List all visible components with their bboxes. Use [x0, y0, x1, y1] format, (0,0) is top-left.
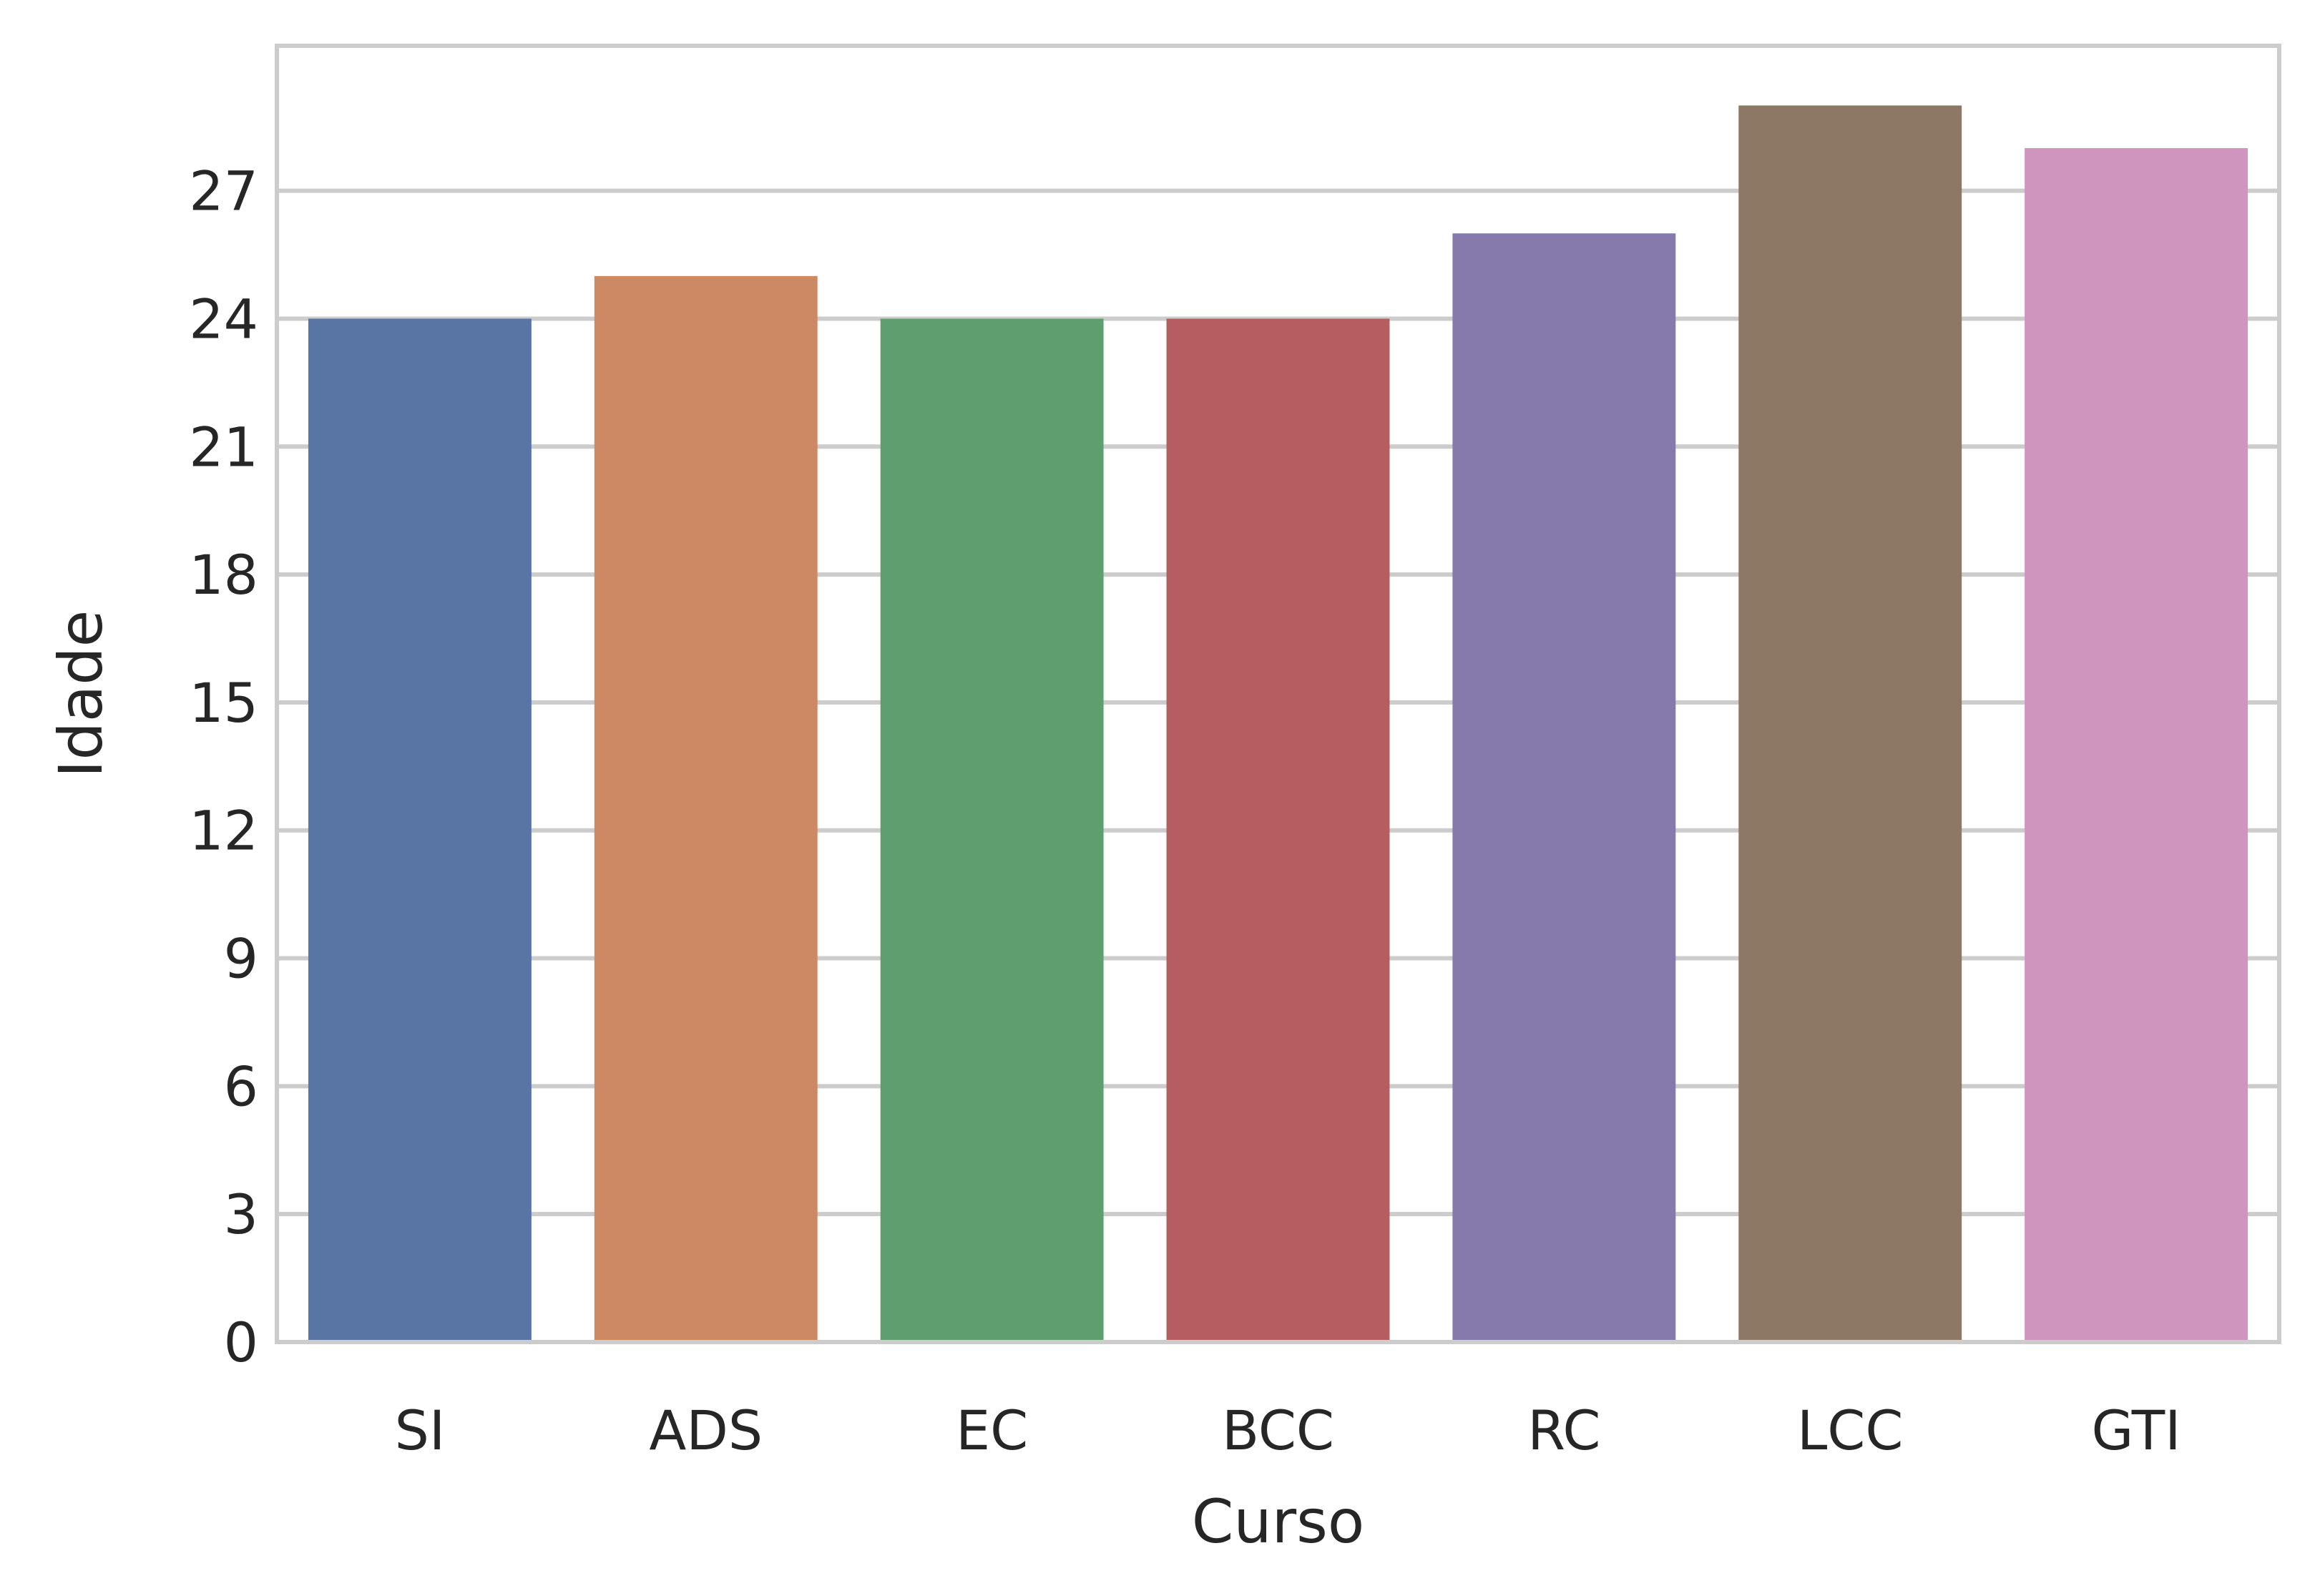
y-tick-label: 27 — [189, 160, 258, 223]
bar-si — [308, 318, 532, 1343]
bar-ec — [880, 318, 1104, 1343]
x-tick-label-si: SI — [395, 1399, 446, 1462]
y-tick-label: 3 — [224, 1183, 258, 1246]
y-tick-label: 21 — [189, 415, 258, 479]
x-tick-label-lcc: LCC — [1797, 1399, 1903, 1462]
bar-lcc — [1738, 105, 1962, 1342]
x-tick-label-ec: EC — [956, 1399, 1028, 1462]
y-tick-label: 18 — [189, 543, 258, 607]
bar-gti — [2025, 148, 2248, 1343]
y-tick-label: 9 — [224, 927, 258, 991]
x-tick-label-gti: GTI — [2092, 1399, 2181, 1462]
plot-frame — [275, 44, 2281, 1344]
y-axis-title: Idade — [46, 610, 116, 778]
y-tick-label: 12 — [189, 799, 258, 863]
x-axis-title: Curso — [1192, 1487, 1365, 1557]
bar-rc — [1452, 233, 1676, 1342]
y-tick-label: 0 — [224, 1311, 258, 1374]
x-tick-label-bcc: BCC — [1222, 1399, 1334, 1462]
bar-ads — [594, 275, 818, 1342]
x-tick-label-rc: RC — [1527, 1399, 1600, 1462]
y-tick-label: 6 — [224, 1054, 258, 1118]
y-tick-labels: 0 3 6 9 12 15 18 21 24 27 — [189, 160, 258, 1374]
y-tick-label: 24 — [189, 287, 258, 351]
x-tick-labels: SI ADS EC BCC RC LCC GTI — [395, 1399, 2181, 1462]
x-tick-label-ads: ADS — [649, 1399, 763, 1462]
bars — [308, 105, 2248, 1343]
y-tick-label: 15 — [189, 671, 258, 735]
bar-bcc — [1166, 318, 1390, 1343]
